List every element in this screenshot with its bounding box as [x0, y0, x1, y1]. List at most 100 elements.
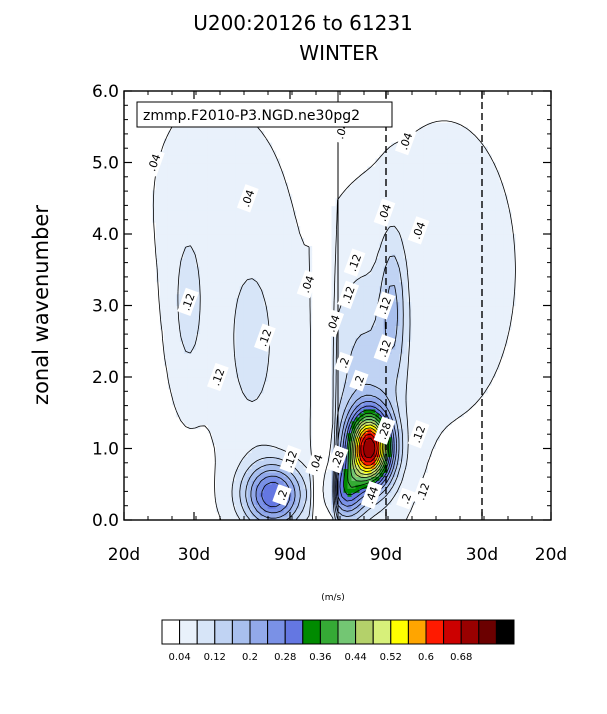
- contour-cell: [179, 384, 185, 390]
- contour-cell: [375, 329, 380, 334]
- contour-cell: [363, 321, 369, 326]
- contour-cell: [223, 484, 229, 489]
- contour-cell: [271, 337, 277, 342]
- contour-cell: [223, 472, 229, 477]
- contour-cell: [415, 349, 420, 354]
- contour-cell: [487, 337, 492, 342]
- contour-cell: [475, 349, 480, 354]
- contour-cell: [235, 480, 241, 485]
- contour-cell: [303, 317, 309, 322]
- contour-cell: [291, 488, 297, 493]
- contour-cell: [299, 345, 305, 350]
- contour-cell: [411, 305, 416, 311]
- contour-cell: [291, 440, 297, 446]
- contour-cell: [323, 476, 329, 481]
- contour-cell: [411, 468, 416, 473]
- contour-cell: [251, 345, 257, 350]
- contour-cell: [391, 257, 396, 263]
- contour-cell: [279, 480, 285, 485]
- contour-cell: [507, 257, 512, 263]
- contour-cell: [355, 448, 361, 454]
- contour-cell: [391, 412, 396, 418]
- contour-cell: [255, 369, 261, 374]
- contour-cell: [299, 396, 305, 402]
- contour-cell: [171, 353, 177, 358]
- contour-cell: [159, 245, 165, 251]
- contour-cell: [275, 269, 281, 275]
- contour-cell: [439, 241, 444, 247]
- contour-cell: [471, 345, 476, 350]
- contour-cell: [431, 361, 436, 366]
- contour-cell: [179, 265, 185, 271]
- contour-cell: [415, 305, 420, 311]
- contour-cell: [351, 504, 357, 509]
- contour-cell: [219, 432, 225, 438]
- contour-cell: [171, 245, 177, 251]
- contour-cell: [195, 349, 201, 354]
- contour-cell: [339, 245, 345, 251]
- contour-cell: [455, 388, 460, 394]
- contour-cell: [471, 365, 476, 370]
- contour-cell: [223, 281, 229, 287]
- contour-cell: [495, 285, 500, 291]
- contour-cell: [359, 237, 365, 243]
- contour-cell: [407, 420, 412, 426]
- contour-cell: [379, 377, 384, 382]
- contour-cell: [247, 432, 253, 438]
- contour-cell: [307, 516, 313, 520]
- contour-cell: [235, 317, 241, 322]
- contour-cell: [447, 297, 452, 303]
- contour-cell: [167, 357, 173, 362]
- contour-cell: [363, 245, 369, 251]
- contour-cell: [227, 253, 233, 259]
- contour-cell: [475, 321, 480, 326]
- contour-cell: [207, 400, 213, 406]
- contour-cell: [295, 508, 301, 513]
- contour-cell: [431, 432, 436, 438]
- contour-cell: [235, 452, 241, 458]
- contour-cell: [267, 420, 273, 426]
- contour-cell: [279, 245, 285, 251]
- contour-cell: [207, 265, 213, 271]
- contour-cell: [259, 305, 265, 311]
- contour-cell: [231, 265, 237, 271]
- contour-cell: [407, 285, 412, 291]
- contour-cell: [175, 253, 181, 259]
- contour-cell: [203, 404, 209, 410]
- contour-cell: [255, 512, 261, 517]
- contour-cell: [215, 333, 221, 338]
- contour-cell: [219, 492, 225, 497]
- contour-cell: [507, 297, 512, 303]
- contour-cell: [435, 281, 440, 287]
- contour-cell: [291, 289, 297, 295]
- contour-cell: [259, 373, 265, 378]
- contour-cell: [435, 341, 440, 346]
- contour-cell: [351, 388, 357, 394]
- contour-cell: [351, 404, 357, 410]
- contour-cell: [487, 269, 492, 275]
- contour-cell: [239, 476, 245, 481]
- contour-cell: [431, 396, 436, 402]
- contour-cell: [447, 337, 452, 342]
- contour-cell: [187, 269, 193, 275]
- contour-cell: [355, 400, 361, 406]
- contour-cell: [307, 492, 313, 497]
- contour-cell: [419, 273, 424, 279]
- contour-cell: [303, 341, 309, 346]
- contour-cell: [219, 349, 225, 354]
- contour-cell: [203, 237, 209, 243]
- contour-cell: [407, 388, 412, 394]
- contour-cell: [463, 261, 468, 267]
- contour-cell: [215, 349, 221, 354]
- contour-cell: [495, 241, 500, 247]
- contour-cell: [219, 412, 225, 418]
- contour-cell: [395, 237, 400, 243]
- contour-cell: [255, 476, 261, 481]
- contour-cell: [435, 349, 440, 354]
- contour-cell: [395, 345, 400, 350]
- contour-cell: [391, 404, 396, 410]
- contour-cell: [287, 341, 293, 346]
- contour-cell: [339, 476, 345, 481]
- contour-cell: [287, 321, 293, 326]
